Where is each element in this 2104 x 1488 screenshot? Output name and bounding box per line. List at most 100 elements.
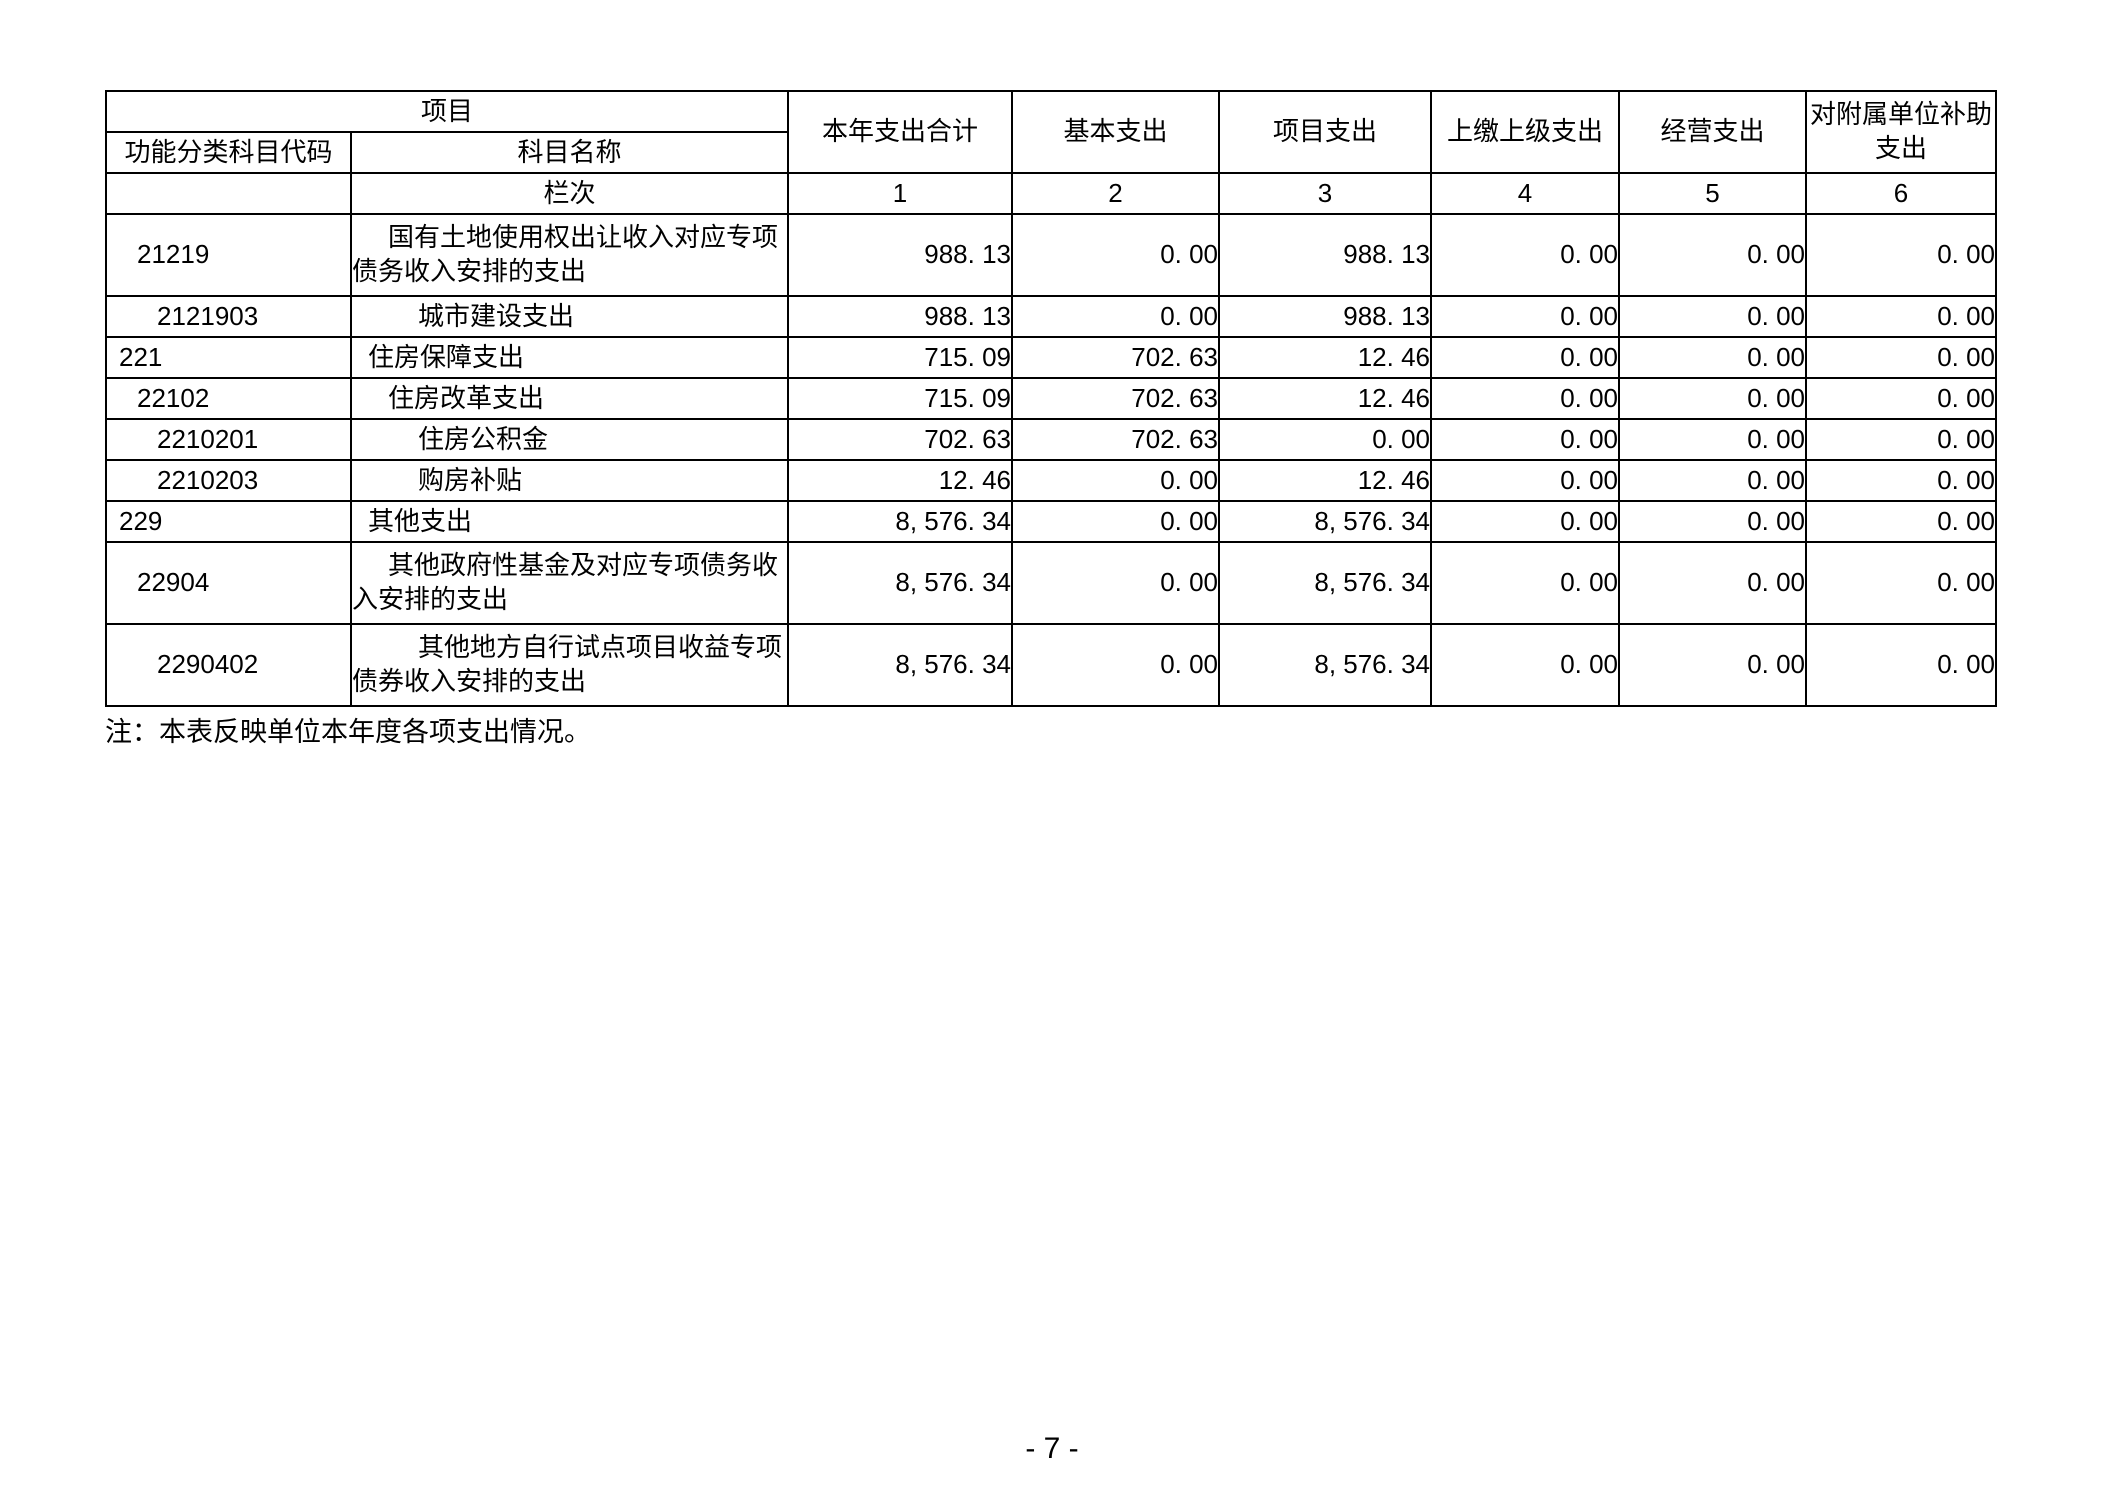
name-cell: 国有土地使用权出让收入对应专项债务收入安排的支出 (349, 213, 790, 297)
value-cell: 0. 00 (1805, 377, 1998, 420)
code-cell: 22102 (105, 377, 352, 420)
value-cell: 988. 13 (1218, 295, 1433, 338)
code-cell: 21219 (105, 213, 352, 297)
table-body: 21219 国有土地使用权出让收入对应专项债务收入安排的支出 988. 13 0. 0… (105, 213, 1998, 707)
value-cell: 0. 00 (1011, 459, 1221, 502)
value-cell: 0. 00 (1805, 213, 1998, 297)
header-col-project: 项目支出 (1218, 90, 1433, 174)
table-footnote: 注：本表反映单位本年度各项支出情况。 (105, 717, 591, 747)
value-cell: 8, 576. 34 (1218, 541, 1433, 625)
value-cell: 0. 00 (1430, 541, 1621, 625)
code-cell: 2210203 (105, 459, 352, 502)
value-cell: 0. 00 (1430, 295, 1621, 338)
header-col-basic: 基本支出 (1011, 90, 1221, 174)
name-cell: 住房保障支出 (349, 336, 790, 379)
value-cell: 0. 00 (1618, 295, 1808, 338)
code-cell: 2121903 (105, 295, 352, 338)
name-cell: 住房公积金 (349, 418, 790, 461)
value-cell: 0. 00 (1805, 459, 1998, 502)
column-number-4: 4 (1430, 172, 1621, 215)
header-project-group: 项目 (104, 90, 790, 133)
header-code: 功能分类科目代码 (105, 131, 352, 174)
value-cell: 0. 00 (1805, 295, 1998, 338)
name-cell: 城市建设支出 (349, 295, 790, 338)
name-cell: 其他政府性基金及对应专项债务收入安排的支出 (349, 541, 790, 625)
column-number-6: 6 (1805, 172, 1998, 215)
value-cell: 0. 00 (1805, 623, 1998, 707)
value-cell: 0. 00 (1218, 418, 1433, 461)
header-lanci-empty-cell (105, 172, 352, 215)
table-row: 2290402 其他地方自行试点项目收益专项债券收入安排的支出 8, 576. 34… (105, 623, 1998, 707)
header-col-subsidy: 对附属单位补助支出 (1805, 90, 1998, 174)
value-cell: 8, 576. 34 (1218, 500, 1433, 543)
value-cell: 12. 46 (1218, 336, 1433, 379)
value-cell: 0. 00 (1011, 623, 1221, 707)
value-cell: 0. 00 (1618, 541, 1808, 625)
value-cell: 0. 00 (1430, 459, 1621, 502)
value-cell: 988. 13 (787, 213, 1014, 297)
code-cell: 22904 (105, 541, 352, 625)
code-cell: 221 (105, 336, 352, 379)
name-cell: 其他支出 (349, 500, 790, 543)
value-cell: 8, 576. 34 (787, 623, 1014, 707)
table-row: 21219 国有土地使用权出让收入对应专项债务收入安排的支出 988. 13 0. 0… (105, 213, 1998, 297)
value-cell: 8, 576. 34 (1218, 623, 1433, 707)
value-cell: 702. 63 (1011, 418, 1221, 461)
value-cell: 0. 00 (1011, 213, 1221, 297)
table-row: 2121903 城市建设支出 988. 13 0. 00 988. 13 0. 00 0. … (105, 295, 1998, 338)
name-cell: 其他地方自行试点项目收益专项债券收入安排的支出 (349, 623, 790, 707)
table-row: 2210201 住房公积金 702. 63 702. 63 0. 00 0. 00 0. 0… (105, 418, 1998, 461)
value-cell: 702. 63 (1011, 377, 1221, 420)
value-cell: 0. 00 (1618, 213, 1808, 297)
value-cell: 702. 63 (787, 418, 1014, 461)
value-cell: 0. 00 (1805, 500, 1998, 543)
value-cell: 988. 13 (787, 295, 1014, 338)
value-cell: 0. 00 (1805, 541, 1998, 625)
table-row: 22904 其他政府性基金及对应专项债务收入安排的支出 8, 576. 34 0. 0… (105, 541, 1998, 625)
column-number-1: 1 (787, 172, 1014, 215)
value-cell: 8, 576. 34 (787, 541, 1014, 625)
header-col-total: 本年支出合计 (787, 90, 1014, 174)
value-cell: 0. 00 (1430, 336, 1621, 379)
name-cell: 住房改革支出 (349, 377, 790, 420)
name-cell: 购房补贴 (349, 459, 790, 502)
code-cell: 229 (105, 500, 352, 543)
value-cell: 715. 09 (787, 336, 1014, 379)
value-cell: 0. 00 (1618, 336, 1808, 379)
value-cell: 12. 46 (1218, 377, 1433, 420)
value-cell: 0. 00 (1430, 418, 1621, 461)
table-row: 22102 住房改革支出 715. 09 702. 63 12. 46 0. 00 0. 0… (105, 377, 1998, 420)
column-number-5: 5 (1618, 172, 1808, 215)
value-cell: 0. 00 (1011, 541, 1221, 625)
header-name: 科目名称 (349, 131, 790, 174)
value-cell: 0. 00 (1430, 213, 1621, 297)
value-cell: 0. 00 (1618, 459, 1808, 502)
page-number: - 7 - (1025, 1432, 1079, 1465)
expenditure-table: 项目 本年支出合计 基本支出 项目支出 上缴上级支出 经营支出 对附属单位补助支… (104, 90, 1998, 707)
value-cell: 702. 63 (1011, 336, 1221, 379)
value-cell: 0. 00 (1430, 623, 1621, 707)
value-cell: 0. 00 (1430, 500, 1621, 543)
column-number-2: 2 (1011, 172, 1221, 215)
value-cell: 715. 09 (787, 377, 1014, 420)
table-row: 221 住房保障支出 715. 09 702. 63 12. 46 0. 00 0. 00 0… (105, 336, 1998, 379)
value-cell: 12. 46 (1218, 459, 1433, 502)
value-cell: 0. 00 (1618, 377, 1808, 420)
value-cell: 12. 46 (787, 459, 1014, 502)
table-row: 2210203 购房补贴 12. 46 0. 00 12. 46 0. 00 0. 00 0.… (105, 459, 1998, 502)
header-col-operating: 经营支出 (1618, 90, 1808, 174)
column-number-3: 3 (1218, 172, 1433, 215)
header-col-upper: 上缴上级支出 (1430, 90, 1621, 174)
value-cell: 0. 00 (1011, 295, 1221, 338)
value-cell: 0. 00 (1430, 377, 1621, 420)
table-header: 项目 本年支出合计 基本支出 项目支出 上缴上级支出 经营支出 对附属单位补助支… (104, 90, 1998, 215)
value-cell: 988. 13 (1218, 213, 1433, 297)
code-cell: 2290402 (105, 623, 352, 707)
header-lanci: 栏次 (349, 172, 790, 215)
value-cell: 0. 00 (1618, 418, 1808, 461)
value-cell: 0. 00 (1618, 623, 1808, 707)
table-row: 229 其他支出 8, 576. 34 0. 00 8, 576. 34 0. 00 0. … (105, 500, 1998, 543)
value-cell: 8, 576. 34 (787, 500, 1014, 543)
value-cell: 0. 00 (1011, 500, 1221, 543)
